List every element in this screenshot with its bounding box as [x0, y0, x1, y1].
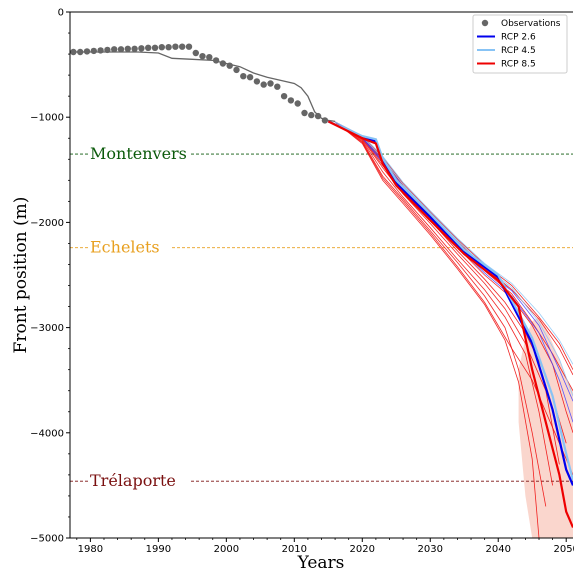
observation-point-34	[301, 109, 308, 117]
ensemble-member-line-13	[334, 121, 573, 397]
observation-point-9	[131, 45, 138, 52]
x-tick-label-0: 1980	[78, 544, 103, 555]
observation-point-19	[199, 53, 206, 60]
observation-point-16	[179, 43, 186, 50]
ensemble-member-line-8	[334, 121, 573, 370]
observation-point-32	[287, 97, 295, 104]
ensemble-member-line-12	[334, 121, 573, 365]
observation-point-30	[274, 83, 281, 90]
modelled-past-line	[70, 51, 336, 123]
observation-point-35	[308, 111, 315, 119]
x-axis-title: Years	[297, 553, 345, 573]
x-tick-label-3: 2010	[282, 544, 307, 555]
x-tick-label-6: 2040	[486, 544, 511, 555]
observation-point-18	[192, 49, 199, 57]
y-tick-label-3: −3000	[30, 323, 64, 334]
ensemble-member-line-5	[334, 121, 573, 433]
y-tick-label-4: −4000	[30, 428, 64, 439]
observation-point-8	[124, 45, 131, 52]
observation-point-3	[90, 47, 98, 55]
legend-label-1: RCP 2.6	[501, 33, 536, 43]
series-line-2	[327, 120, 573, 528]
observation-point-13	[158, 44, 165, 51]
reference-label-1: Echelets	[90, 238, 160, 257]
observation-point-23	[226, 62, 233, 69]
reference-label-0: Montenvers	[90, 144, 187, 163]
observation-point-4	[97, 47, 104, 54]
observation-point-10	[138, 45, 145, 52]
observation-point-12	[151, 44, 159, 51]
x-tick-label-2: 2000	[214, 544, 239, 555]
observation-point-6	[111, 46, 118, 53]
observation-point-27	[253, 78, 261, 85]
observation-point-24	[233, 66, 240, 74]
observation-point-37	[321, 117, 329, 124]
ensemble-member-line-3	[334, 121, 560, 465]
x-tick-label-1: 1990	[146, 544, 171, 555]
y-tick-label-0: 0	[58, 8, 64, 19]
y-tick-label-2: −2000	[30, 218, 64, 229]
series-line-1	[327, 120, 573, 481]
observation-point-1	[77, 48, 84, 56]
y-axis-title: Front position (m)	[11, 197, 31, 354]
observation-point-2	[83, 48, 91, 55]
legend-box	[472, 14, 568, 74]
series-line-0	[327, 120, 573, 486]
observation-point-11	[145, 44, 152, 51]
legend-label-0: Observations	[501, 19, 561, 29]
observation-point-15	[172, 43, 179, 50]
observation-point-21	[212, 57, 220, 64]
observation-point-7	[117, 46, 125, 53]
legend-marker-0	[481, 19, 489, 27]
legend-label-2: RCP 4.5	[501, 46, 536, 56]
observation-point-31	[280, 93, 288, 100]
observation-point-14	[165, 44, 172, 51]
observation-point-33	[294, 100, 301, 107]
y-tick-label-5: −5000	[30, 534, 64, 545]
legend-label-3: RCP 8.5	[501, 60, 536, 70]
x-tick-label-5: 2030	[418, 544, 443, 555]
observation-point-5	[104, 46, 111, 54]
observation-point-22	[219, 60, 227, 67]
observation-point-25	[240, 73, 247, 80]
observation-point-29	[267, 80, 274, 87]
reference-label-2: Trélaporte	[90, 471, 176, 490]
observation-point-0	[70, 48, 77, 56]
ensemble-member-line-2	[334, 121, 553, 486]
observation-point-28	[260, 81, 267, 88]
observation-point-17	[185, 43, 193, 50]
ensemble-member-line-9	[334, 121, 573, 476]
observation-point-36	[314, 112, 322, 120]
ensemble-member-line-1	[334, 121, 547, 507]
ensemble-member-line-0	[334, 121, 540, 538]
observation-point-20	[206, 54, 213, 61]
observation-point-26	[246, 74, 254, 81]
y-tick-label-1: −1000	[30, 113, 64, 124]
x-tick-label-4: 2020	[350, 544, 375, 555]
